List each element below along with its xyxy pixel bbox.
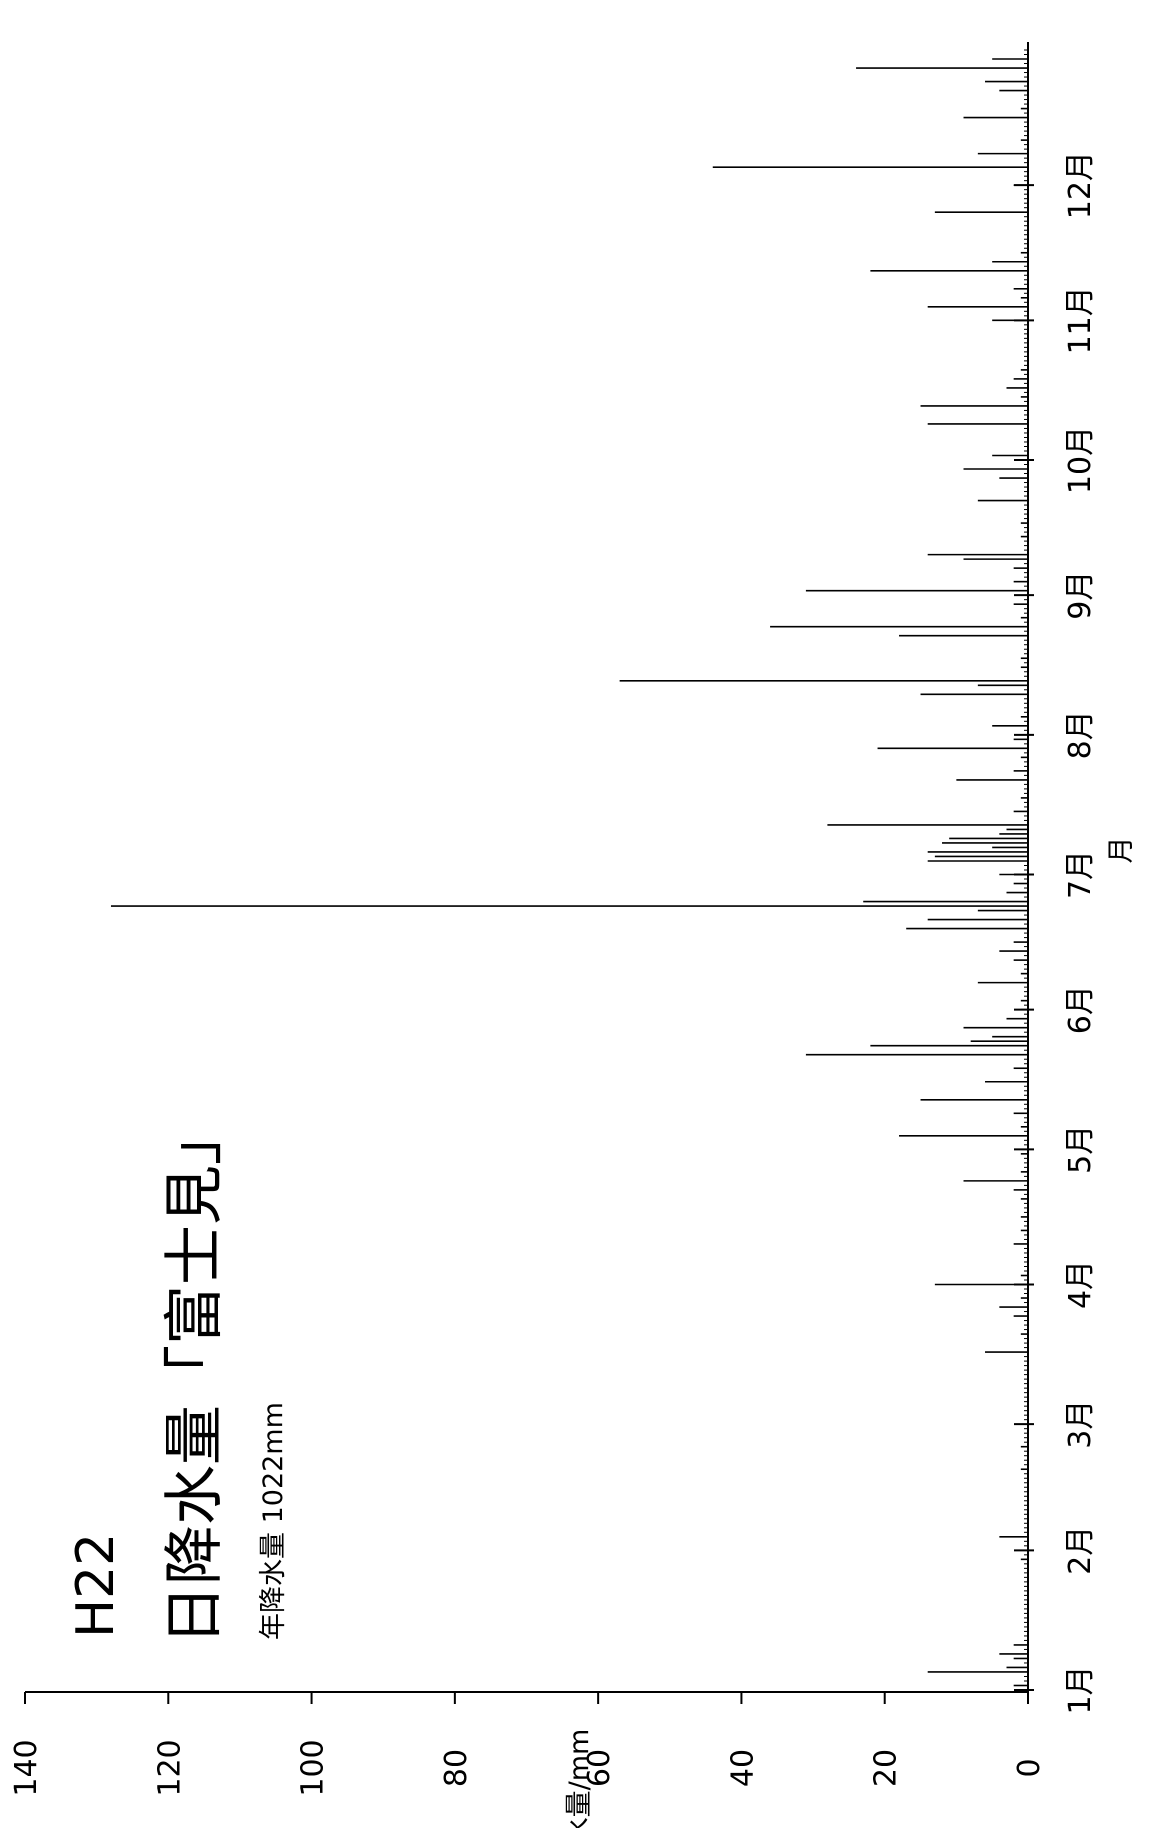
month-tick-label: 9月 (1063, 571, 1098, 620)
month-tick-label: 2月 (1063, 1526, 1098, 1575)
month-tick-label: 3月 (1063, 1400, 1098, 1449)
month-tick-label: 4月 (1063, 1260, 1098, 1309)
y-tick-label: 80 (439, 1749, 474, 1787)
axes (25, 42, 1029, 1693)
y-axis-ticks: 0 20 40 60 80 100 120 140 (9, 1692, 1047, 1797)
chart-title-line2: 日降水量「富士見」 (160, 1105, 230, 1645)
month-tick-label: 5月 (1063, 1125, 1098, 1174)
x-axis-label: 月 (1106, 837, 1137, 864)
y-axis-label: 降水量/mm (564, 1729, 595, 1828)
month-tick-label: 8月 (1063, 710, 1098, 759)
month-tick-label: 12月 (1063, 151, 1098, 219)
y-tick-label: 0 (1012, 1758, 1047, 1777)
month-tick-label: 11月 (1063, 286, 1098, 354)
y-tick-label: 60 (582, 1749, 617, 1787)
chart-title-line1: H22 (66, 1533, 126, 1638)
y-tick-label: 40 (725, 1749, 760, 1787)
y-tick-label: 140 (9, 1739, 44, 1796)
month-tick-label: 1月 (1063, 1665, 1098, 1714)
chart-subtitle: 年降水量 1022mm (258, 1402, 289, 1640)
month-tick-label: 7月 (1063, 850, 1098, 899)
y-tick-label: 120 (152, 1739, 187, 1796)
month-tick-label: 6月 (1063, 985, 1098, 1034)
y-tick-label: 20 (869, 1749, 904, 1787)
y-tick-label: 100 (296, 1739, 331, 1796)
month-tick-label: 10月 (1063, 426, 1098, 494)
x-axis-ticks: 1月 2月 3月 4月 5月 6月 7月 8月 9月 10月 11月 12月 (1014, 49, 1098, 1715)
bars (110, 58, 1028, 1687)
